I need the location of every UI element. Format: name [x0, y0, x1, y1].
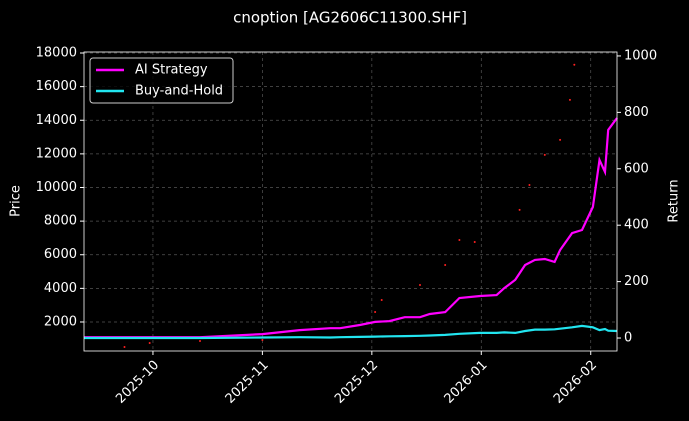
legend-label: Buy-and-Hold	[135, 84, 223, 99]
price-point	[123, 345, 126, 348]
y-tick-label: 6000	[44, 247, 77, 262]
y2-axis-label: Return	[667, 179, 682, 222]
y-tick-label: 10000	[36, 180, 77, 195]
series-line	[84, 117, 618, 339]
y2-tick-label: 400	[624, 218, 649, 233]
y2-tick-label: 600	[624, 161, 649, 176]
price-point	[458, 238, 461, 241]
price-point	[573, 63, 576, 66]
y-axis-label: Price	[9, 185, 24, 217]
price-point	[528, 183, 531, 186]
price-point	[380, 298, 383, 301]
y-tick-label: 14000	[36, 113, 77, 128]
price-point	[148, 341, 151, 344]
price-point	[559, 138, 562, 141]
legend-box	[89, 57, 234, 104]
y-tick-label: 8000	[44, 214, 77, 229]
price-point	[444, 263, 447, 266]
price-point	[518, 208, 521, 211]
y2-tick-label: 1000	[624, 48, 657, 63]
price-point	[374, 310, 377, 313]
legend-label: AI Strategy	[135, 63, 208, 78]
price-point	[418, 284, 421, 287]
plot-frame	[83, 51, 618, 352]
y-tick-label: 18000	[36, 46, 77, 61]
legend: AI Strategy Buy-and-Hold	[89, 57, 234, 104]
price-point	[568, 98, 571, 101]
y2-tick-label: 200	[624, 274, 649, 289]
y2-tick-label: 0	[624, 331, 632, 346]
y2-tick-label: 800	[624, 105, 649, 120]
chart-title: cnoption [AG2606C11300.SHF]	[233, 9, 467, 27]
series-line	[84, 324, 618, 340]
y-tick-label: 4000	[44, 281, 77, 296]
price-point	[543, 153, 546, 156]
y-tick-label: 12000	[36, 146, 77, 161]
price-point	[261, 338, 264, 341]
price-point	[199, 339, 202, 342]
price-point	[473, 240, 476, 243]
y-tick-label: 16000	[36, 79, 77, 94]
y-tick-label: 2000	[44, 314, 77, 329]
